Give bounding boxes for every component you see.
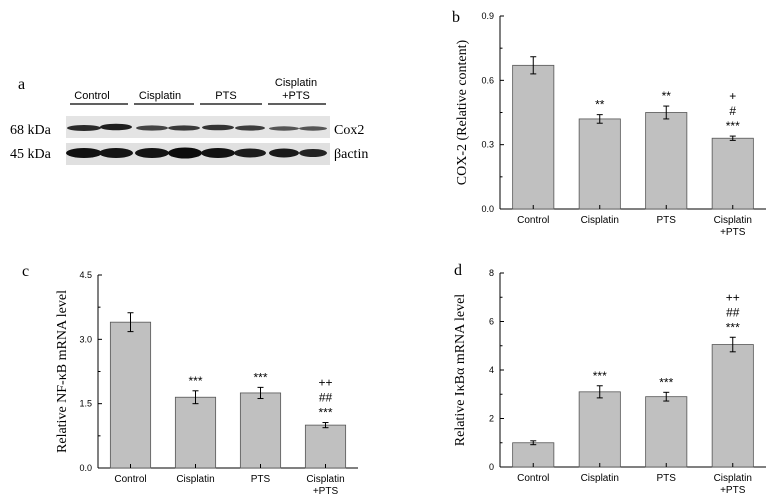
actin-band	[299, 149, 327, 157]
bar	[711, 137, 754, 210]
actin-band	[269, 148, 299, 158]
significance-label: ***	[659, 375, 673, 389]
y-axis-label: COX-2 (Relative content)	[455, 39, 470, 185]
x-tick-label: PTS	[251, 474, 271, 485]
bar-charts: b COX-2 (Relative content) 0.0 0.3 0.6 0.9 Con…	[22, 9, 766, 497]
y-tick-label: 1.5	[79, 399, 92, 409]
blot-group-label-control: Control	[74, 90, 109, 102]
y-tick-label: 0.3	[481, 140, 494, 150]
y-tick-label: 0.0	[79, 463, 92, 473]
significance-label: ##	[319, 391, 333, 405]
significance-label: **	[595, 98, 605, 112]
chart-panel-c: c Relative NF-κB mRNA level 0.0 1.5 3.0 4.5 Co…	[22, 263, 358, 497]
x-tick-label: +PTS	[313, 486, 339, 497]
actin-band	[135, 148, 169, 158]
blot-group-label-pts: PTS	[215, 90, 236, 102]
panel-a-western-blot: a Control Cisplatin PTS Cisplatin +PTS	[10, 76, 368, 165]
significance-label: #	[729, 104, 736, 118]
cox2-bands	[67, 123, 327, 131]
marker-45kda: 45 kDa	[10, 147, 52, 162]
actin-bands	[66, 147, 327, 159]
x-tick-label: Control	[517, 473, 549, 484]
significance-label: **	[662, 89, 672, 103]
actin-band	[99, 148, 133, 158]
x-tick-label: Cisplatin	[714, 215, 752, 226]
bar	[174, 396, 217, 469]
significance-label: ***	[593, 369, 607, 383]
actin-band	[66, 148, 102, 158]
blot-group-label-cisplatin-pts-line1: Cisplatin	[275, 77, 317, 89]
bar	[578, 391, 621, 468]
bar	[645, 112, 688, 210]
panel-c-letter: c	[22, 263, 29, 280]
cox2-band	[136, 125, 168, 131]
significance-label: ++	[726, 290, 740, 304]
panel-d-letter: d	[454, 262, 462, 279]
bar	[711, 344, 754, 468]
significance-label: ***	[318, 406, 332, 420]
marker-68kda: 68 kDa	[10, 123, 52, 138]
x-tick-label: PTS	[657, 473, 677, 484]
y-tick-label: 4.5	[79, 270, 92, 280]
blot-group-label-cisplatin-pts-line2: +PTS	[282, 90, 310, 102]
significance-label: ***	[188, 374, 202, 388]
significance-label: ***	[253, 370, 267, 384]
x-tick-label: Control	[114, 474, 146, 485]
y-tick-label: 3.0	[79, 334, 92, 344]
cox2-band	[235, 125, 265, 131]
cox2-band	[202, 124, 234, 131]
y-axis-label: Relative NF-κB mRNA level	[55, 290, 70, 453]
significance-label: ***	[726, 320, 740, 334]
significance-label: ***	[726, 119, 740, 133]
x-tick-label: PTS	[657, 215, 677, 226]
panel-b-letter: b	[452, 9, 460, 26]
panel-a-letter: a	[18, 76, 25, 93]
x-tick-label: Cisplatin	[176, 474, 214, 485]
chart-panel-b: b COX-2 (Relative content) 0.0 0.3 0.6 0.9 Con…	[452, 9, 766, 238]
bar	[512, 442, 555, 468]
x-tick-label: Cisplatin	[581, 473, 619, 484]
actin-band	[168, 147, 202, 159]
actin-band	[201, 148, 235, 158]
x-tick-label: Cisplatin	[581, 215, 619, 226]
cox2-band	[100, 123, 132, 131]
actin-band	[234, 148, 266, 158]
y-tick-label: 0.0	[481, 204, 494, 214]
protein-label-actin: βactin	[334, 147, 368, 162]
x-tick-label: +PTS	[720, 485, 746, 496]
cox2-band	[299, 126, 327, 131]
significance-label: +	[729, 89, 736, 103]
cox2-band	[67, 125, 101, 131]
cox2-band	[168, 125, 200, 131]
y-tick-label: 8	[489, 268, 494, 278]
significance-label: ++	[318, 376, 332, 390]
y-axis-label: Relative IκBα mRNA level	[453, 294, 468, 447]
bar	[109, 321, 152, 469]
y-tick-label: 6	[489, 317, 494, 327]
bar	[239, 392, 282, 469]
significance-label: ##	[726, 305, 740, 319]
y-tick-label: 0	[489, 462, 494, 472]
chart-panel-d: d Relative IκBα mRNA level 0 2 4 6 8 Control Cis…	[453, 262, 766, 496]
y-tick-label: 2	[489, 414, 494, 424]
x-tick-label: Cisplatin	[714, 473, 752, 484]
bar	[578, 118, 621, 210]
y-tick-label: 4	[489, 365, 494, 375]
y-tick-label: 0.6	[481, 75, 494, 85]
y-tick-label: 0.9	[481, 11, 494, 21]
bar	[645, 396, 688, 468]
x-tick-label: +PTS	[720, 227, 746, 238]
blot-group-label-cisplatin: Cisplatin	[139, 90, 181, 102]
protein-label-cox2: Cox2	[334, 123, 364, 138]
bar	[512, 64, 555, 210]
bar	[304, 424, 347, 469]
x-tick-label: Control	[517, 215, 549, 226]
cox2-band	[269, 126, 299, 131]
x-tick-label: Cisplatin	[306, 474, 344, 485]
